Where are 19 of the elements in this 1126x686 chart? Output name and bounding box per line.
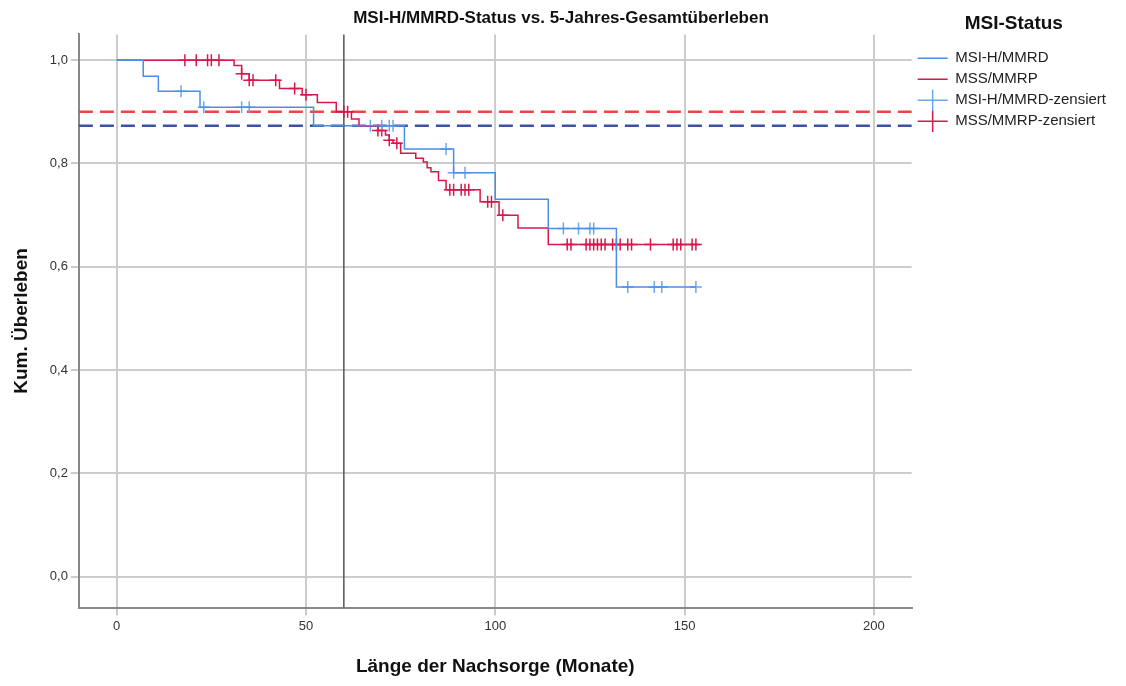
legend-label: MSI-H/MMRD xyxy=(955,48,1049,66)
legend-label: MSI-H/MMRD-zensiert xyxy=(955,90,1107,108)
y-tick-label: 1,0 xyxy=(49,51,68,67)
chart-title: MSI-H/MMRD-Status vs. 5-Jahres-Gesamtüberleben xyxy=(353,7,769,27)
x-tick-label: 0 xyxy=(113,617,121,633)
y-tick-label: 0,0 xyxy=(49,568,68,584)
legend-label: MSS/MMRP xyxy=(955,69,1038,87)
y-tick-label: 0,4 xyxy=(49,361,68,377)
legend-label: MSS/MMRP-zensiert xyxy=(955,111,1097,129)
y-tick-label: 0,6 xyxy=(49,258,68,274)
legend-title: MSI-Status xyxy=(964,11,1063,33)
y-tick-label: 0,2 xyxy=(49,464,68,480)
x-axis-title: Länge der Nachsorge (Monate) xyxy=(355,654,635,676)
y-axis-title: Kum. Überleben xyxy=(9,248,31,394)
x-tick-label: 200 xyxy=(862,617,885,633)
x-tick-label: 150 xyxy=(673,617,696,633)
y-tick-label: 0,8 xyxy=(49,155,68,171)
x-tick-label: 50 xyxy=(298,617,314,633)
x-tick-label: 100 xyxy=(484,617,507,633)
